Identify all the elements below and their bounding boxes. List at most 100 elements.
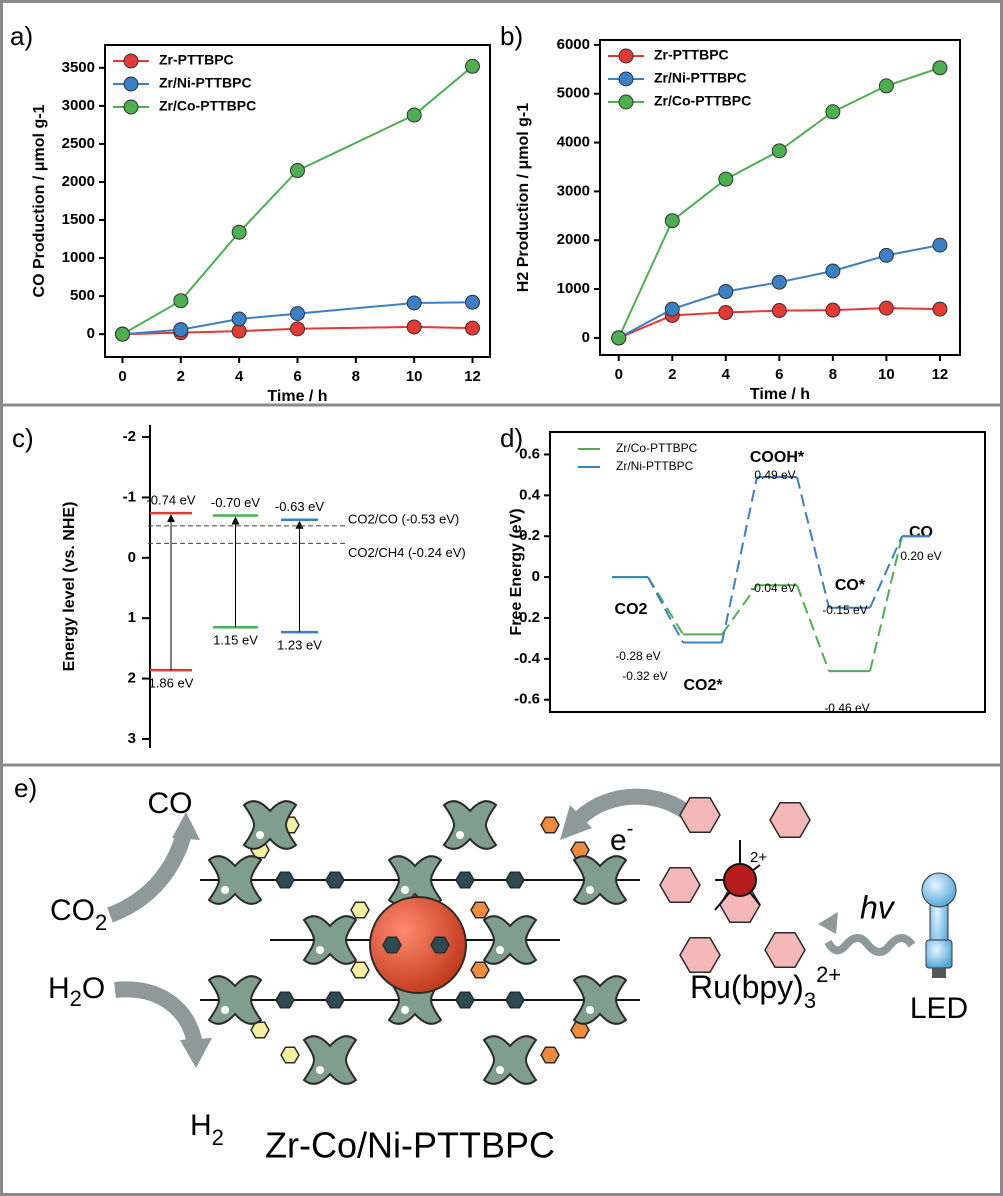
highlight bbox=[221, 1006, 229, 1014]
value-label: -0.15 eV bbox=[822, 603, 867, 617]
highlight bbox=[221, 886, 229, 894]
data-point bbox=[231, 311, 247, 327]
arrow-head bbox=[818, 912, 838, 934]
superscript: 2+ bbox=[816, 962, 841, 987]
hexagon bbox=[275, 991, 295, 1009]
y-tick-label: 0 bbox=[532, 568, 540, 585]
highlight bbox=[316, 946, 324, 954]
light-wave bbox=[824, 934, 916, 956]
plot-frame bbox=[549, 431, 986, 713]
connector bbox=[721, 584, 758, 635]
data-point bbox=[664, 213, 680, 229]
y-tick-label: 0.4 bbox=[519, 486, 541, 503]
zr-node-shape bbox=[302, 1035, 358, 1085]
data-point bbox=[173, 293, 189, 309]
state-label: CO2 bbox=[615, 601, 648, 618]
zr-node bbox=[482, 915, 538, 965]
x-tick-label: 10 bbox=[878, 366, 895, 383]
label: H bbox=[48, 972, 70, 1005]
y-tick-label: 0.6 bbox=[519, 445, 540, 462]
y-tick-label: 1 bbox=[128, 609, 136, 626]
zr-node bbox=[387, 855, 443, 905]
y-tick-label: 5000 bbox=[557, 85, 590, 102]
data-point bbox=[611, 330, 627, 346]
legend-label: Zr/Ni-PTTBPC bbox=[616, 459, 694, 473]
x-tick-label: 2 bbox=[177, 368, 185, 385]
y-tick-label: 4000 bbox=[557, 134, 590, 151]
x-tick-label: 12 bbox=[464, 368, 481, 385]
hexagon bbox=[350, 901, 370, 919]
data-point bbox=[290, 321, 305, 337]
zr-node bbox=[207, 855, 263, 905]
state-label: CO* bbox=[835, 577, 866, 594]
x-tick-label: 4 bbox=[235, 368, 244, 385]
illustration: e) CO CO2 H2O H2 Zr-Co/Ni-PTTBPC e- Ru(b… bbox=[14, 773, 968, 1166]
y-axis-title: Free Energy (eV) bbox=[508, 508, 525, 635]
state-label: CO2* bbox=[683, 677, 723, 694]
highlight bbox=[401, 1006, 409, 1014]
y-tick-label: 3 bbox=[128, 730, 136, 747]
x-tick-label: 2 bbox=[668, 366, 676, 383]
hexagon bbox=[679, 936, 721, 974]
hexagon bbox=[505, 991, 525, 1009]
subscript: 3 bbox=[804, 988, 816, 1013]
label: H bbox=[190, 1109, 212, 1142]
subscript: 2 bbox=[212, 1125, 224, 1150]
y-tick-label: 2000 bbox=[62, 173, 95, 190]
legend-marker bbox=[123, 76, 139, 92]
arrow-head bbox=[172, 812, 200, 840]
zr-node-shape bbox=[482, 1035, 538, 1085]
zr-node bbox=[482, 1035, 538, 1085]
y-tick-label: -0.2 bbox=[514, 609, 540, 626]
y-tick-label: -2 bbox=[123, 428, 136, 445]
y-tick-label: 3000 bbox=[62, 97, 95, 114]
panel-label: c) bbox=[12, 423, 34, 453]
led-bulb bbox=[925, 939, 953, 969]
data-point bbox=[290, 306, 305, 322]
hexagon bbox=[505, 871, 525, 889]
hexagon bbox=[455, 991, 475, 1009]
data-point bbox=[664, 301, 680, 317]
connector bbox=[869, 536, 903, 672]
data-point bbox=[406, 107, 422, 123]
y-tick-label: -1 bbox=[123, 488, 136, 505]
data-point bbox=[825, 263, 841, 279]
legend-marker bbox=[123, 99, 139, 115]
y-axis-title: H2 Production / μmol g-1 bbox=[515, 103, 532, 292]
highlight bbox=[256, 831, 264, 839]
ru-center bbox=[723, 863, 757, 897]
highlight bbox=[496, 1066, 504, 1074]
label: CO bbox=[50, 894, 95, 927]
zr-node bbox=[302, 1035, 358, 1085]
data-point bbox=[465, 58, 480, 74]
hexagon bbox=[470, 961, 490, 979]
arrow bbox=[574, 788, 696, 825]
x-tick-label: 4 bbox=[722, 366, 731, 383]
data-point bbox=[718, 305, 734, 321]
legend-marker bbox=[618, 71, 634, 87]
highlight bbox=[496, 946, 504, 954]
reference-label: CO2/CH4 (-0.24 eV) bbox=[348, 545, 466, 560]
data-point bbox=[932, 60, 948, 76]
arrow bbox=[114, 981, 203, 1047]
hexagon bbox=[250, 1021, 270, 1039]
complex-name: Ru(bpy)32+ bbox=[690, 962, 841, 1013]
y-tick-label: -0.4 bbox=[514, 650, 541, 667]
label: O bbox=[82, 972, 105, 1005]
series-line bbox=[122, 65, 474, 336]
charge: 2+ bbox=[750, 849, 767, 866]
connector bbox=[796, 476, 830, 609]
hexagon bbox=[325, 991, 345, 1009]
data-point bbox=[718, 284, 734, 300]
data-point bbox=[173, 322, 189, 338]
reference-label: CO2/CO (-0.53 eV) bbox=[348, 511, 459, 526]
framework-name: Zr-Co/Ni-PTTBPC bbox=[265, 1125, 555, 1166]
highlight bbox=[456, 831, 464, 839]
y-tick-label: 6000 bbox=[557, 36, 590, 53]
cb-label: -0.70 eV bbox=[211, 495, 260, 510]
y-tick-label: -0.6 bbox=[514, 691, 540, 708]
label: H2O bbox=[48, 972, 105, 1011]
arrow bbox=[107, 827, 193, 923]
label: H2 bbox=[190, 1109, 224, 1150]
